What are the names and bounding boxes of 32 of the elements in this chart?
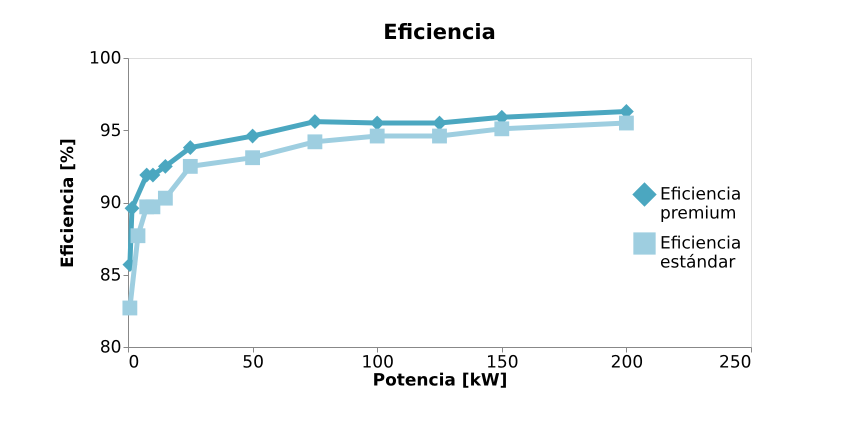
chart-title: Eficiencia: [383, 20, 496, 44]
point: [494, 121, 510, 136]
point: [307, 134, 322, 150]
point: [618, 116, 634, 130]
point: [307, 114, 322, 129]
y-tick-label: 90: [100, 193, 122, 213]
x-tick-label: 0: [128, 352, 140, 372]
y-tick-label: 85: [100, 265, 122, 286]
y-tick-label: 95: [100, 120, 122, 141]
y-tick-label: 80: [100, 338, 122, 358]
point: [370, 128, 385, 144]
x-tick-label: 200: [610, 352, 644, 372]
point: [182, 140, 198, 156]
legend-label: Eficiencia estándar: [660, 234, 742, 272]
point: [124, 200, 140, 216]
point: [182, 158, 198, 174]
x-tick-label: 250: [719, 352, 752, 372]
point: [432, 128, 447, 144]
point: [122, 300, 138, 316]
x-tick-label: 100: [361, 352, 394, 372]
legend-label: Eficiencia premium: [660, 184, 742, 224]
y-tick-label: 100: [89, 48, 122, 68]
point: [146, 199, 160, 214]
point: [245, 128, 260, 144]
point: [158, 190, 173, 206]
point: [158, 158, 173, 174]
point: [245, 150, 260, 166]
x-tick-label: 50: [242, 352, 264, 372]
x-axis-title: Potencia [kW]: [372, 370, 508, 390]
y-axis-title: Eficiencia [%]: [58, 138, 78, 268]
point: [130, 228, 146, 244]
x-tick-label: 150: [486, 352, 519, 372]
